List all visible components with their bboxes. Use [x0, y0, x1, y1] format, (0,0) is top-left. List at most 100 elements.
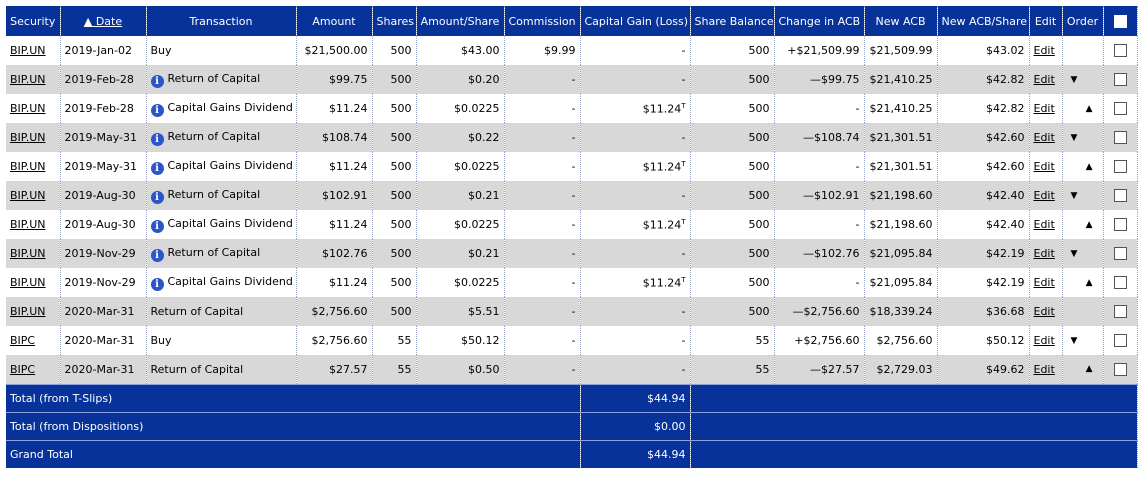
- cell-capital-gain: $11.24T: [580, 268, 691, 297]
- info-icon[interactable]: i: [150, 190, 164, 204]
- col-shares[interactable]: Shares: [372, 6, 417, 36]
- cell-security: BIP.UN: [6, 123, 61, 152]
- edit-link[interactable]: Edit: [1033, 334, 1055, 347]
- cell-security: BIPC: [6, 326, 61, 355]
- row-checkbox[interactable]: [1113, 334, 1127, 348]
- cell-transaction: i Capital Gains Dividend: [146, 210, 297, 239]
- edit-link[interactable]: Edit: [1033, 73, 1055, 86]
- arrow-up-icon[interactable]: ▲: [1085, 103, 1093, 114]
- security-link[interactable]: BIP.UN: [10, 247, 46, 260]
- cell-transaction: Return of Capital: [146, 355, 297, 384]
- cell-security: BIP.UN: [6, 239, 61, 268]
- cell-security: BIPC: [6, 355, 61, 384]
- security-link[interactable]: BIP.UN: [10, 276, 46, 289]
- edit-link[interactable]: Edit: [1033, 189, 1055, 202]
- cell-amount-per-share: $0.0225: [416, 152, 505, 181]
- arrow-up-icon[interactable]: ▲: [1085, 219, 1093, 230]
- info-icon[interactable]: i: [150, 277, 164, 291]
- capital-gain-value: $11.24: [642, 218, 682, 232]
- arrow-down-icon[interactable]: ▼: [1070, 74, 1078, 85]
- date-sort-link[interactable]: ▲ Date: [83, 14, 123, 28]
- security-link[interactable]: BIP.UN: [10, 44, 46, 57]
- cell-order: ▼: [1062, 65, 1104, 94]
- security-link[interactable]: BIP.UN: [10, 160, 46, 173]
- col-new-acb-share[interactable]: New ACB/Share: [937, 6, 1030, 36]
- cell-commission: -: [504, 297, 581, 326]
- cell-edit: Edit: [1029, 181, 1063, 210]
- info-icon[interactable]: i: [150, 248, 164, 262]
- row-checkbox[interactable]: [1113, 160, 1127, 174]
- col-amount-per-share[interactable]: Amount/Share: [416, 6, 505, 36]
- transaction-type: Return of Capital: [150, 305, 244, 318]
- security-link[interactable]: BIP.UN: [10, 305, 46, 318]
- cell-change-acb: —$102.91: [774, 181, 865, 210]
- security-link[interactable]: BIP.UN: [10, 73, 46, 86]
- col-share-balance[interactable]: Share Balance: [690, 6, 775, 36]
- edit-link[interactable]: Edit: [1033, 276, 1055, 289]
- arrow-up-icon[interactable]: ▲: [1085, 364, 1093, 375]
- cell-new-acb-share: $50.12: [937, 326, 1030, 355]
- col-commission[interactable]: Commission: [504, 6, 581, 36]
- col-capital-gain[interactable]: Capital Gain (Loss): [580, 6, 691, 36]
- arrow-down-icon[interactable]: ▼: [1070, 190, 1078, 201]
- edit-link[interactable]: Edit: [1033, 131, 1055, 144]
- security-link[interactable]: BIP.UN: [10, 102, 46, 115]
- edit-link[interactable]: Edit: [1033, 160, 1055, 173]
- row-checkbox[interactable]: [1113, 189, 1127, 203]
- edit-link[interactable]: Edit: [1033, 247, 1055, 260]
- security-link[interactable]: BIPC: [10, 362, 36, 376]
- col-change-acb[interactable]: Change in ACB: [774, 6, 865, 36]
- table-row: BIPC 2020-Mar-31 Buy $2,756.60 55 $50.12- -55 +…: [6, 326, 1138, 355]
- arrow-up-icon[interactable]: ▲: [1085, 277, 1093, 288]
- cell-commission: -: [504, 210, 581, 239]
- security-link[interactable]: BIP.UN: [10, 131, 46, 144]
- cell-new-acb: $2,729.03: [864, 355, 938, 384]
- cell-amount: $11.24: [296, 152, 373, 181]
- col-transaction[interactable]: Transaction: [146, 6, 297, 36]
- row-checkbox[interactable]: [1113, 363, 1127, 376]
- edit-link[interactable]: Edit: [1033, 44, 1055, 57]
- col-new-acb[interactable]: New ACB: [864, 6, 938, 36]
- arrow-up-icon[interactable]: ▲: [1085, 161, 1093, 172]
- col-security[interactable]: Security: [6, 6, 61, 36]
- col-amount[interactable]: Amount: [296, 6, 373, 36]
- cell-security: BIP.UN: [6, 152, 61, 181]
- edit-link[interactable]: Edit: [1033, 218, 1055, 231]
- info-icon[interactable]: i: [150, 74, 164, 88]
- cell-commission: -: [504, 355, 581, 384]
- transaction-type: Return of Capital: [167, 245, 261, 259]
- cell-commission: -: [504, 152, 581, 181]
- table-row: BIP.UN 2019-Nov-29 i Capital Gains Dividend…: [6, 268, 1138, 297]
- cell-new-acb-share: $43.02: [937, 36, 1030, 65]
- select-all-checkbox[interactable]: [1113, 14, 1127, 28]
- edit-link[interactable]: Edit: [1033, 102, 1055, 115]
- security-link[interactable]: BIP.UN: [10, 189, 46, 202]
- col-date-sort[interactable]: ▲ Date: [60, 6, 147, 36]
- row-checkbox[interactable]: [1113, 247, 1127, 261]
- row-checkbox[interactable]: [1113, 102, 1127, 116]
- row-checkbox[interactable]: [1113, 276, 1127, 290]
- info-icon[interactable]: i: [150, 103, 164, 117]
- arrow-down-icon[interactable]: ▼: [1070, 248, 1078, 259]
- col-select-all[interactable]: [1103, 6, 1138, 36]
- info-icon[interactable]: i: [150, 132, 164, 146]
- row-checkbox[interactable]: [1113, 44, 1127, 58]
- cell-order: ▲: [1062, 355, 1104, 384]
- edit-link[interactable]: Edit: [1033, 305, 1055, 318]
- cell-order: ▼: [1062, 181, 1104, 210]
- info-icon[interactable]: i: [150, 219, 164, 233]
- row-checkbox[interactable]: [1113, 73, 1127, 87]
- row-checkbox[interactable]: [1113, 305, 1127, 319]
- security-link[interactable]: BIP.UN: [10, 218, 46, 231]
- security-link[interactable]: BIPC: [10, 334, 36, 347]
- totals-row: Total (from Dispositions) $0.00: [6, 411, 1138, 440]
- arrow-down-icon[interactable]: ▼: [1070, 335, 1078, 346]
- cell-security: BIP.UN: [6, 181, 61, 210]
- capital-gain-value: -: [681, 189, 686, 202]
- row-checkbox[interactable]: [1113, 131, 1127, 145]
- arrow-down-icon[interactable]: ▼: [1070, 132, 1078, 143]
- row-checkbox[interactable]: [1113, 218, 1127, 232]
- transaction-type: Return of Capital: [150, 362, 244, 376]
- info-icon[interactable]: i: [150, 161, 164, 175]
- edit-link[interactable]: Edit: [1033, 362, 1055, 376]
